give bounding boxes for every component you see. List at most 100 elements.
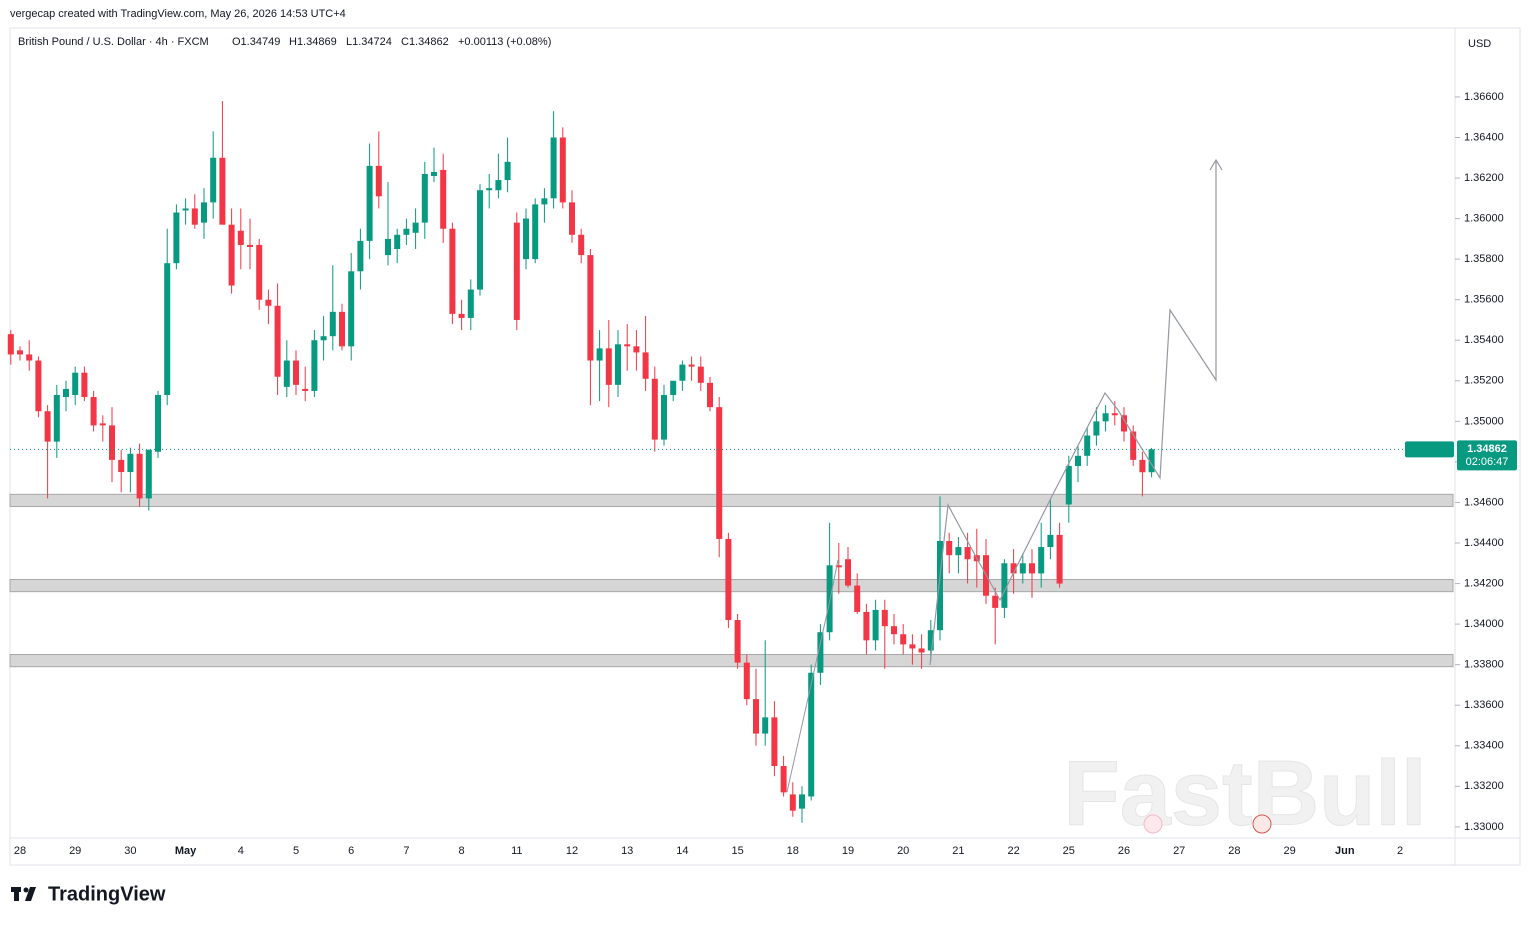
y-tick-label: 1.36400: [1464, 131, 1504, 143]
candle-body: [118, 459, 125, 473]
candle-body: [302, 388, 309, 391]
candle-body: [1093, 421, 1100, 436]
x-tick-label: 18: [787, 845, 799, 857]
candle-body: [753, 699, 759, 734]
candle-body: [1148, 449, 1155, 473]
candle-body: [90, 397, 97, 426]
support-zone: [9, 578, 1454, 593]
candle-body: [679, 364, 686, 381]
event-icon[interactable]: [1143, 814, 1163, 834]
y-tick-label: 1.35400: [1464, 334, 1504, 346]
candle-body: [1084, 435, 1091, 456]
x-tick-label: 22: [1007, 845, 1019, 857]
y-tick-label: 1.34400: [1464, 537, 1504, 549]
candle-body: [1056, 534, 1063, 584]
candle-body: [1111, 413, 1118, 416]
candle-body: [918, 648, 925, 653]
legend-symbol: British Pound / U.S. Dollar · 4h · FXCM: [18, 36, 209, 48]
candle-body: [247, 244, 253, 247]
candle-body: [523, 218, 529, 260]
x-tick-label: 30: [124, 845, 136, 857]
candle-body: [863, 611, 870, 641]
candle-body: [835, 565, 842, 568]
candle-body: [532, 204, 539, 260]
candle-body: [569, 202, 575, 235]
currency: USD: [1468, 38, 1491, 50]
y-tick-label: 1.33000: [1464, 821, 1504, 833]
x-tick-label: 15: [731, 845, 743, 857]
candle-body: [339, 311, 345, 347]
candle-body: [164, 263, 171, 395]
candle-body: [670, 380, 677, 395]
x-tick-label: 21: [952, 845, 964, 857]
candle-body: [578, 234, 585, 256]
candle-body: [99, 423, 106, 426]
candle-body: [127, 453, 134, 473]
candle-body: [477, 190, 483, 290]
candle-body: [642, 352, 649, 379]
candle-body: [265, 299, 272, 306]
candle-body: [725, 538, 732, 621]
candle-body: [53, 394, 60, 442]
brand-name: TradingView: [48, 883, 166, 905]
candle-body: [1139, 459, 1146, 473]
x-tick-label: May: [175, 845, 197, 857]
logo-part: [14, 887, 19, 901]
candle-body: [256, 244, 263, 300]
legend-change: +0.00113 (+0.08%): [458, 36, 551, 48]
candle-body: [1075, 455, 1081, 466]
x-tick-label: Jun: [1335, 845, 1355, 857]
candle-body: [1010, 563, 1017, 574]
candle-body: [394, 234, 401, 250]
candle-body: [348, 271, 355, 347]
countdown-label: 02:06:47: [1466, 456, 1509, 468]
candle-body: [35, 360, 42, 412]
legend-high: H1.34869: [289, 36, 337, 48]
candle-body: [136, 453, 143, 499]
y-tick-label: 1.33200: [1464, 780, 1504, 792]
candle-body: [210, 157, 217, 203]
candle-body: [201, 202, 207, 223]
ticker-box: [1405, 441, 1454, 458]
candle-body: [375, 165, 382, 197]
candle-body: [385, 238, 391, 256]
candle-body: [946, 540, 953, 556]
candle-body: [311, 340, 318, 391]
price-label: 1.34862: [1467, 443, 1507, 455]
candle-body: [615, 344, 621, 385]
candle-body: [633, 346, 640, 353]
candle-body: [44, 411, 51, 442]
logo-part: [23, 887, 29, 893]
candle-body: [412, 222, 419, 233]
y-tick-label: 1.34000: [1464, 618, 1504, 630]
legend-low: L1.34724: [346, 36, 392, 48]
candle-body: [771, 717, 778, 767]
flag-icon[interactable]: [1252, 814, 1272, 834]
candle-body: [762, 717, 769, 734]
candle-body: [716, 407, 723, 539]
y-tick-label: 1.35000: [1464, 415, 1504, 427]
candle-body: [63, 388, 69, 398]
x-tick-label: 6: [348, 845, 354, 857]
candle-body: [495, 180, 502, 191]
candle-body: [817, 632, 824, 673]
drawing-line: [786, 559, 839, 793]
candle-body: [1130, 431, 1137, 460]
x-tick-label: 8: [459, 845, 465, 857]
y-tick-label: 1.36200: [1464, 172, 1504, 184]
candle-body: [541, 198, 548, 205]
candle-body: [403, 228, 410, 235]
candle-body: [320, 336, 327, 341]
candle-body: [72, 372, 79, 395]
candle-body: [826, 565, 833, 633]
support-zone: [9, 654, 1454, 668]
y-tick-label: 1.34600: [1464, 496, 1504, 508]
candle-body: [1029, 563, 1035, 574]
candle-body: [17, 350, 23, 355]
candle-body: [182, 208, 189, 211]
y-tick-label: 1.36000: [1464, 212, 1504, 224]
logo-part: [25, 887, 36, 901]
candle-body: [486, 188, 493, 191]
x-tick-label: 5: [293, 845, 299, 857]
